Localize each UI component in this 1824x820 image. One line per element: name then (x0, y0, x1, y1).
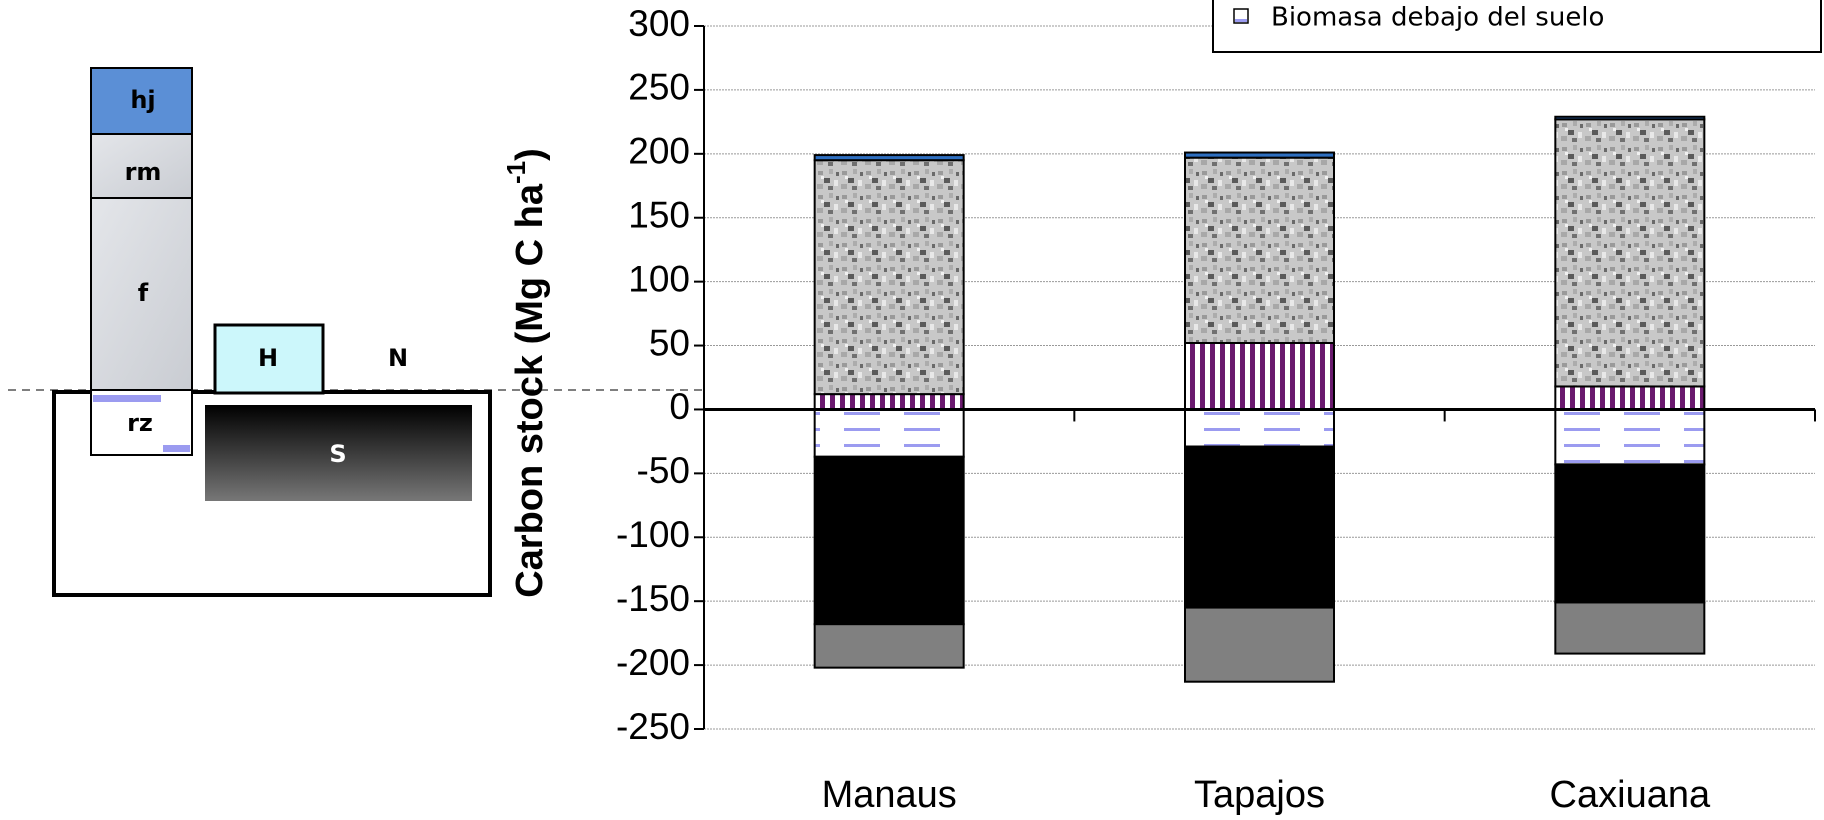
y-label-sup: -1 (501, 161, 531, 184)
bar-segment (813, 393, 965, 411)
h-box (213, 323, 325, 395)
legend-label: Biomasa debajo del suelo (1271, 3, 1604, 33)
y-label-text: Carbon stock (Mg C ha (509, 183, 551, 598)
legend-box (1212, 0, 1822, 53)
y-tick-label: -100 (616, 514, 690, 555)
bar-segment (1554, 408, 1706, 466)
bar-segment (1184, 151, 1335, 159)
bar-segment (1554, 385, 1706, 411)
y-tick-label: 150 (628, 195, 690, 236)
legend: Biomasa debajo del suelo (1212, 0, 1822, 53)
diagram-label: f (138, 279, 149, 307)
y-tick-label: 200 (628, 131, 690, 172)
x-tick-label: Manaus (822, 774, 957, 816)
legend-swatch-mark (1235, 19, 1247, 22)
y-label-end: ) (509, 148, 551, 161)
bar-segment (813, 455, 965, 626)
y-tick-label: -50 (637, 450, 690, 491)
bar-segment (1184, 341, 1335, 411)
bar-segment (1184, 408, 1335, 448)
bar-segment (813, 408, 965, 458)
diagram: hj rm f rz H N S (8, 67, 704, 597)
x-tick-label: Caxiuana (1550, 774, 1711, 816)
bar-segment (1184, 606, 1335, 683)
bar-segment (813, 159, 965, 396)
diagram-label: rm (125, 158, 162, 186)
f-box (90, 197, 193, 391)
y-tick-label: -250 (616, 706, 690, 747)
bar-segment (813, 623, 965, 669)
rz-mark (163, 445, 190, 452)
bar-segment (1554, 601, 1706, 655)
rz-mark (93, 395, 161, 402)
diagram-label: S (329, 440, 346, 468)
hj-box (90, 67, 193, 135)
y-tick-label: 300 (628, 3, 690, 44)
bar-segment (1554, 463, 1706, 604)
y-tick-label: -150 (616, 578, 690, 619)
diagram-label: N (388, 344, 408, 372)
diagram-label: rz (127, 409, 153, 437)
y-tick-label: -200 (616, 642, 690, 683)
bar-segment (1184, 156, 1335, 344)
diagram-label: hj (130, 86, 155, 114)
y-axis-label: Carbon stock (Mg C ha-1) (501, 148, 551, 598)
bar-segment (1554, 118, 1706, 388)
bar-segment (1554, 115, 1706, 121)
bar-segment (813, 154, 965, 162)
y-tick-label: 250 (628, 67, 690, 108)
y-tick-label: 50 (649, 322, 690, 363)
s-box (205, 405, 472, 501)
diagram-label: H (258, 344, 278, 372)
rm-box (90, 133, 193, 199)
x-tick-label: Tapajos (1194, 774, 1325, 816)
bar-segment (1184, 445, 1335, 609)
y-tick-label: 0 (669, 386, 690, 427)
y-tick-label: 100 (628, 258, 690, 299)
